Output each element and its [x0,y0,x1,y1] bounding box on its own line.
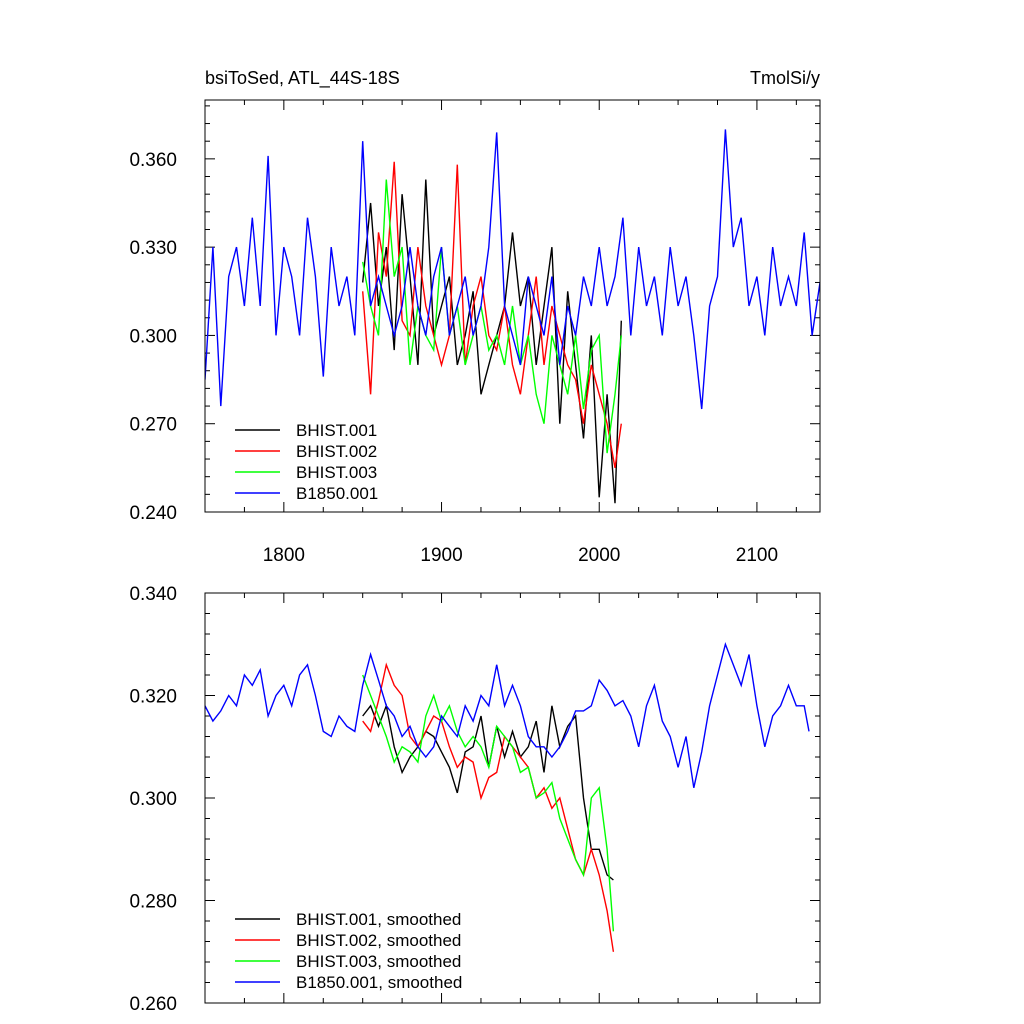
panel-1-x-tick-label: 1900 [420,545,462,566]
panel-2-y-tick-label: 0.300 [129,789,177,810]
panel-1-y-tick-label: 0.240 [129,503,177,524]
panel-1-y-tick-label: 0.360 [129,150,177,171]
panel-2-series-line-3 [362,674,615,932]
panel-1-series-line-4 [205,129,820,410]
panel-1-plot-frame [204,99,821,513]
panel-2-plot-frame [204,592,821,1004]
panel-2-legend-label-2: BHIST.002, smoothed [296,931,461,950]
panel-2-y-tick-label: 0.260 [129,994,177,1015]
panel-1-legend-label-2: BHIST.002 [296,442,377,461]
panel-1-legend-label-3: BHIST.003 [296,463,377,482]
panel-2-legend-label-4: B1850.001, smoothed [296,973,462,992]
panel-1-y-tick-label: 0.330 [129,238,177,259]
panel-2-y-tick-label: 0.280 [129,892,177,913]
panel-1-x-tick-label: 2000 [578,545,620,566]
chart-title: bsiToSed, ATL_44S-18S [205,68,400,89]
panel-2-legend-label-1: BHIST.001, smoothed [296,910,461,929]
chart-units: TmolSi/y [750,68,820,88]
panel-1-x-tick-label: 2100 [736,545,778,566]
panel-1-y-tick-label: 0.300 [129,326,177,347]
panel-1-legend-label-4: B1850.001 [296,484,378,503]
panel-2-y-tick-label: 0.320 [129,687,177,708]
panel-1-series-line-3 [362,179,622,454]
panel-2-series-line-4 [205,642,810,788]
panel-1-legend-label-1: BHIST.001 [296,421,377,440]
panel-2-legend-label-3: BHIST.003, smoothed [296,952,461,971]
panel-1-y-tick-label: 0.270 [129,415,177,436]
panel-1-x-tick-label: 1800 [263,545,305,566]
panel-2-y-tick-label: 0.340 [129,584,177,605]
panel-2-series-line-2 [362,662,615,952]
